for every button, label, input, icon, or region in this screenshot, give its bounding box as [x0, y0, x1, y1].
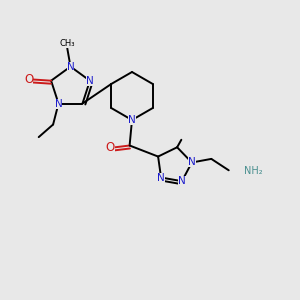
Text: N: N: [188, 158, 196, 167]
Text: N: N: [128, 115, 136, 125]
Text: N: N: [67, 61, 74, 72]
Text: N: N: [157, 172, 165, 182]
Text: N: N: [86, 76, 94, 86]
Text: NH₂: NH₂: [244, 166, 262, 176]
Text: CH₃: CH₃: [59, 39, 75, 48]
Text: N: N: [178, 176, 186, 186]
Text: O: O: [106, 141, 115, 154]
Text: N: N: [55, 98, 62, 109]
Text: O: O: [24, 73, 33, 86]
